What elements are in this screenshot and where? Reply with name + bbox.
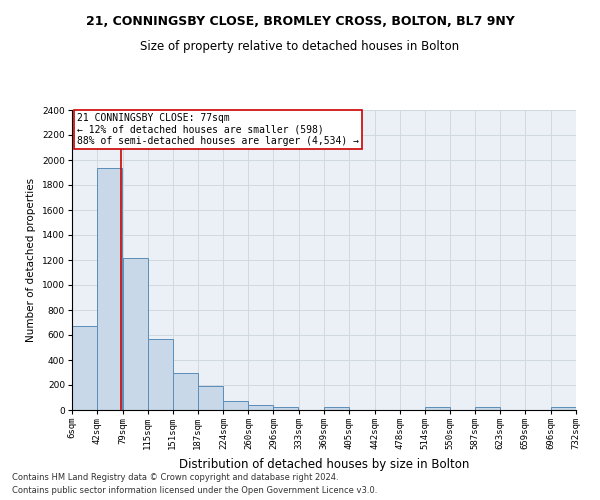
Y-axis label: Number of detached properties: Number of detached properties	[26, 178, 37, 342]
Bar	[223, 401, 248, 410]
Text: 21 CONNINGSBY CLOSE: 77sqm
← 12% of detached houses are smaller (598)
88% of sem: 21 CONNINGSBY CLOSE: 77sqm ← 12% of deta…	[77, 113, 359, 146]
Text: Contains HM Land Registry data © Crown copyright and database right 2024.: Contains HM Land Registry data © Crown c…	[12, 472, 338, 482]
Bar	[324, 407, 349, 410]
Bar	[97, 168, 122, 410]
Text: Contains public sector information licensed under the Open Government Licence v3: Contains public sector information licen…	[12, 486, 377, 495]
Text: Size of property relative to detached houses in Bolton: Size of property relative to detached ho…	[140, 40, 460, 53]
Bar	[425, 407, 449, 410]
Bar	[173, 372, 197, 410]
Bar	[122, 258, 148, 410]
Bar	[551, 407, 576, 410]
Bar	[274, 407, 298, 410]
Bar	[72, 326, 97, 410]
Bar	[148, 339, 173, 410]
Bar	[248, 405, 274, 410]
X-axis label: Distribution of detached houses by size in Bolton: Distribution of detached houses by size …	[179, 458, 469, 470]
Bar	[197, 386, 223, 410]
Text: 21, CONNINGSBY CLOSE, BROMLEY CROSS, BOLTON, BL7 9NY: 21, CONNINGSBY CLOSE, BROMLEY CROSS, BOL…	[86, 15, 514, 28]
Bar	[475, 407, 500, 410]
